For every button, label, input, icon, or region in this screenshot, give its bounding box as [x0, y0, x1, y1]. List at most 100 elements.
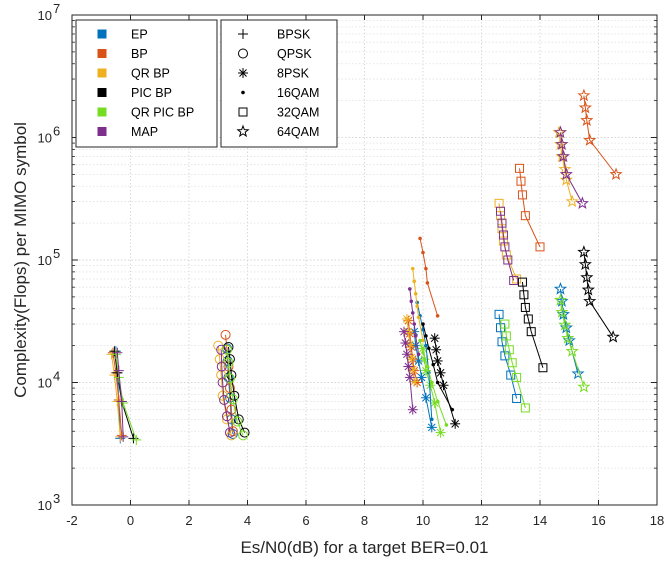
x-tick-label: 18	[650, 513, 664, 528]
data-point	[435, 380, 440, 385]
data-point	[407, 404, 418, 415]
data-point	[217, 390, 228, 401]
data-point	[578, 100, 592, 114]
legend-swatch	[97, 107, 107, 117]
series-line	[583, 252, 614, 338]
marker-asterisk-arm	[422, 393, 430, 402]
series-qr-pic-bp-32qam	[500, 319, 530, 413]
data-point	[571, 366, 585, 380]
series-line	[422, 323, 453, 410]
marker-asterisk-arm	[411, 341, 420, 350]
data-point	[559, 173, 573, 186]
series-map-8psk	[398, 326, 418, 415]
data-point	[450, 418, 461, 429]
marker-asterisk-arm	[408, 405, 417, 414]
data-point	[416, 352, 421, 357]
data-point	[406, 341, 417, 352]
series-map-64qam	[553, 125, 590, 209]
series-qr-pic-bp-16qam	[418, 338, 449, 427]
data-point	[420, 392, 431, 403]
legend-marker	[238, 107, 248, 117]
data-point	[553, 293, 568, 306]
legend-label: 64QAM	[277, 125, 319, 139]
legend-label: PIC BP	[131, 86, 172, 100]
series-line	[419, 340, 447, 426]
series-map-bpsk	[112, 347, 129, 442]
data-point	[421, 322, 425, 326]
series-layer	[106, 88, 623, 445]
data-point	[498, 230, 508, 240]
legend-swatch	[97, 127, 107, 136]
data-point	[565, 344, 579, 357]
marker-asterisk-arm	[407, 353, 416, 362]
legend-swatch	[97, 49, 107, 58]
series-map-32qam	[496, 206, 519, 286]
data-point	[577, 88, 591, 102]
data-point	[429, 380, 434, 385]
x-tick-label: 10	[416, 513, 430, 528]
data-point	[496, 206, 506, 216]
data-point	[112, 347, 123, 358]
data-point	[517, 277, 527, 287]
data-point	[239, 427, 250, 438]
x-axis-label: Es/N0(dB) for a target BER=0.01	[240, 538, 488, 557]
data-point	[413, 291, 418, 296]
data-point	[401, 349, 412, 360]
data-point	[415, 304, 419, 309]
y-tick-exponent: 4	[53, 369, 60, 384]
data-point	[503, 255, 513, 265]
data-point	[224, 383, 235, 394]
data-point	[429, 333, 440, 344]
legend-marker	[236, 124, 250, 138]
data-point	[216, 361, 227, 372]
data-point	[553, 282, 568, 295]
data-point	[515, 163, 525, 173]
data-point	[238, 430, 249, 441]
data-point	[421, 250, 425, 255]
data-point	[404, 372, 415, 383]
data-point	[425, 281, 430, 285]
data-point	[398, 326, 409, 337]
data-point	[410, 311, 415, 315]
data-point	[412, 322, 417, 326]
data-point	[409, 299, 414, 304]
data-point	[424, 266, 428, 271]
data-point	[535, 242, 545, 252]
series-line	[559, 300, 585, 388]
marker-asterisk-arm	[433, 357, 442, 365]
data-point	[509, 276, 519, 286]
marker-asterisk-arm	[403, 315, 411, 323]
data-point	[232, 416, 243, 427]
data-point	[581, 282, 595, 296]
series-line	[113, 351, 134, 439]
data-point	[424, 343, 428, 348]
legend-label: 32QAM	[277, 106, 319, 120]
data-point	[520, 403, 530, 413]
series-bp-16qam	[418, 236, 440, 318]
data-point	[222, 344, 233, 355]
data-point	[418, 236, 422, 241]
marker-asterisk-arm	[408, 365, 417, 374]
data-point	[609, 167, 623, 180]
series-line	[409, 288, 420, 355]
x-tick-label: 8	[361, 513, 368, 528]
marker-asterisk-arm	[410, 377, 419, 386]
data-point	[580, 113, 594, 126]
legend-swatch	[97, 29, 107, 39]
data-point	[425, 364, 430, 369]
data-point	[438, 380, 449, 391]
legend-marker	[238, 29, 248, 39]
marker-asterisk-arm	[413, 378, 422, 387]
legend-marker	[238, 68, 248, 78]
data-point	[506, 370, 516, 380]
legend-modulations: BPSK QPSK 8PSK 16QAM 32QAM 64QAM	[220, 19, 338, 148]
data-point	[118, 431, 129, 442]
data-point	[220, 329, 231, 340]
data-point	[429, 417, 434, 422]
legend-label: EP	[131, 28, 148, 42]
data-point	[507, 358, 517, 368]
series-pic-bp-64qam	[577, 245, 620, 343]
data-point	[131, 434, 142, 445]
